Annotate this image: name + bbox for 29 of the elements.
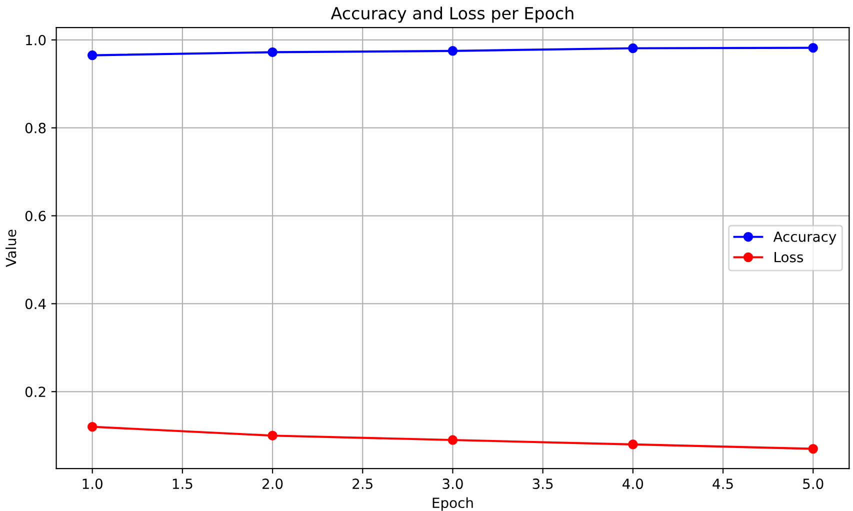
point [448,435,458,445]
y-axis-title: Value [5,230,16,268]
x-tick-label: 3.0 [442,478,463,490]
x-tick-label: 2.5 [352,478,372,490]
point [268,430,278,440]
point [808,444,818,454]
legend-label: Accuracy [773,232,836,245]
x-axis-title: Epoch [432,497,473,511]
y-tick-label: 1.0 [26,34,46,46]
x-tick-label: 3.5 [532,478,553,490]
x-tick-label: 4.5 [712,478,733,490]
y-tick-label: 0.4 [25,298,46,310]
point [87,50,98,60]
y-tick-label: 0.6 [25,210,46,222]
point [628,440,638,450]
chart-title: Accuracy and Loss per Epoch [330,6,574,23]
point [448,46,458,56]
y-tick-label: 0.2 [25,386,46,398]
x-tick-label: 4.0 [622,478,644,490]
y-tick-label: 0.8 [25,122,46,134]
point [628,43,638,54]
point [268,47,278,58]
point [808,42,818,53]
legend-label: Loss [774,252,804,262]
point [87,422,98,432]
x-tick-label: 5.0 [803,478,824,490]
x-tick-label: 2.0 [262,478,283,490]
x-tick-label: 1.5 [172,478,192,490]
x-tick-label: 1.0 [82,478,102,490]
